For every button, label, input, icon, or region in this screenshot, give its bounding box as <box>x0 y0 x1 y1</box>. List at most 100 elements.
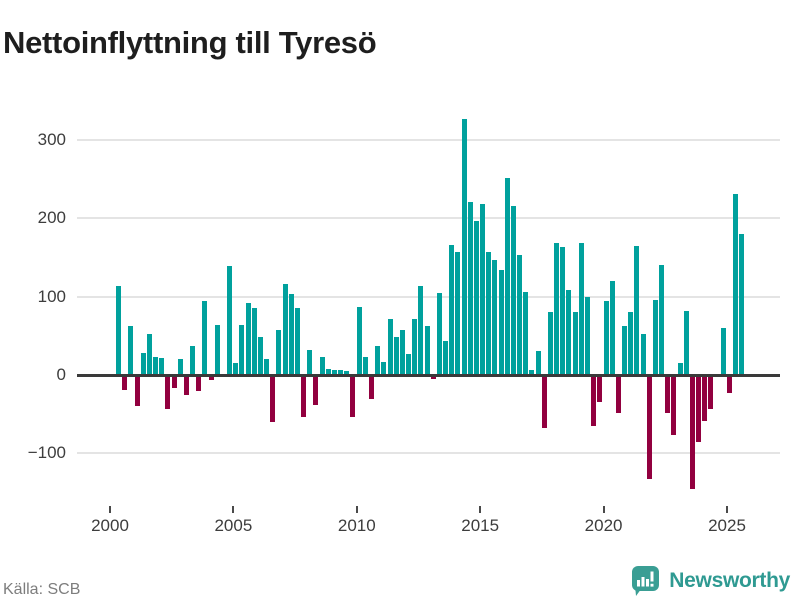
bar <box>356 306 362 375</box>
bar <box>554 242 560 375</box>
bar <box>702 375 708 422</box>
bar <box>159 357 165 375</box>
y-tick-label: −100 <box>27 443 66 463</box>
source-label: Källa: SCB <box>3 581 81 598</box>
x-tick-mark <box>479 506 482 513</box>
bar <box>338 370 344 375</box>
bar <box>541 375 547 428</box>
brand-name: Newsworthy <box>669 569 790 592</box>
bar <box>683 311 689 375</box>
bar <box>288 294 294 375</box>
x-tick-label: 2005 <box>214 516 253 535</box>
bar <box>301 375 307 418</box>
bar <box>708 375 714 410</box>
bar <box>122 375 128 390</box>
bar <box>689 375 695 489</box>
bar <box>492 259 498 375</box>
y-tick-label: 0 <box>56 365 66 384</box>
bar <box>116 286 121 375</box>
x-tick-mark <box>602 506 605 513</box>
x-tick-label: 2000 <box>91 516 129 535</box>
bar <box>640 334 646 375</box>
bar <box>313 375 319 405</box>
bar <box>504 178 510 375</box>
bar <box>535 351 541 375</box>
bar <box>418 285 424 375</box>
bar <box>498 269 504 375</box>
bar <box>140 353 146 375</box>
bar <box>628 312 634 375</box>
bar <box>480 204 486 375</box>
bar <box>276 330 282 375</box>
bar <box>461 118 467 375</box>
bar <box>245 302 251 375</box>
bar <box>344 371 350 375</box>
bar <box>578 242 584 375</box>
x-tick-mark <box>109 506 111 513</box>
bar <box>597 375 603 402</box>
bar <box>257 337 263 375</box>
y-tick-label: 200 <box>37 208 66 228</box>
bar <box>208 375 214 380</box>
x-tick-mark <box>726 506 728 513</box>
bar <box>264 359 270 375</box>
gridline <box>77 138 780 141</box>
bar <box>547 312 553 375</box>
bar <box>177 359 183 375</box>
page-title: Nettoinflyttning till Tyresö <box>3 24 377 60</box>
bar <box>622 326 628 375</box>
zero-axis-line <box>77 373 780 377</box>
x-tick-mark <box>232 506 235 513</box>
bar <box>436 293 442 375</box>
bar <box>591 375 597 426</box>
bar <box>134 375 140 406</box>
y-tick-label: 300 <box>37 129 66 149</box>
bar <box>473 221 479 375</box>
bar <box>510 205 516 375</box>
bar <box>560 247 566 375</box>
bar <box>671 375 677 436</box>
bar <box>233 363 239 375</box>
bar <box>153 356 159 375</box>
bar <box>659 265 665 375</box>
bar <box>609 280 615 375</box>
bar <box>214 324 220 375</box>
bar <box>183 375 189 396</box>
bar <box>449 244 455 375</box>
bar <box>362 356 368 375</box>
bar <box>406 353 412 375</box>
bar <box>566 289 572 375</box>
x-tick-label: 2010 <box>337 516 376 535</box>
bar <box>634 245 640 375</box>
bar <box>282 284 288 375</box>
bar <box>251 307 257 375</box>
bar <box>523 291 529 375</box>
gridline <box>77 217 780 220</box>
x-tick-label: 2015 <box>461 516 500 535</box>
bar <box>726 375 732 394</box>
bar <box>652 299 658 375</box>
bar <box>733 193 739 375</box>
bar <box>584 297 590 375</box>
y-tick-label: 100 <box>37 286 66 306</box>
bar <box>572 312 578 375</box>
bar <box>424 325 430 375</box>
bar <box>171 375 177 389</box>
newsworthy-logo-icon <box>631 565 661 597</box>
bar <box>270 375 276 423</box>
bar <box>202 301 208 375</box>
bar <box>387 319 393 375</box>
bar <box>412 318 418 375</box>
bar <box>239 324 245 375</box>
bar <box>603 301 609 375</box>
bar <box>331 369 337 375</box>
bar <box>381 361 387 375</box>
gridline <box>77 452 780 455</box>
gridline <box>77 295 780 298</box>
bar <box>646 375 652 480</box>
bar <box>350 375 356 417</box>
bar <box>393 336 399 375</box>
bar <box>665 375 671 414</box>
bar <box>325 368 331 375</box>
